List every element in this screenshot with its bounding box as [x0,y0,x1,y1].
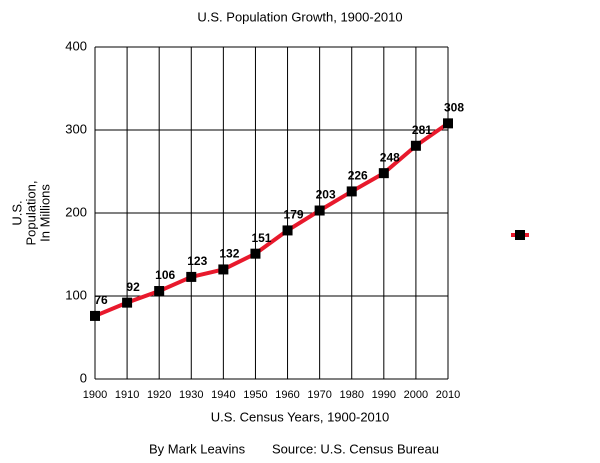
x-axis-label: U.S. Census Years, 1900-2010 [211,409,390,424]
value-label: 281 [412,123,432,137]
legend-symbol [511,230,529,240]
source: Source: U.S. Census Bureau [272,441,439,456]
x-tick-label: 2010 [436,389,460,401]
value-label: 106 [155,268,175,282]
marker [250,248,261,259]
marker [218,264,229,275]
value-label: 203 [316,188,336,202]
y-tick-label: 100 [65,287,87,302]
x-tick-label: 1950 [243,389,267,401]
value-label: 226 [348,169,368,183]
credit: By Mark Leavins [149,441,246,456]
y-tick-label: 0 [80,370,87,385]
y-tick-label: 200 [65,204,87,219]
x-tick-label: 1960 [275,389,299,401]
y-tick-label: 300 [65,121,87,136]
x-tick-label: 2000 [404,389,428,401]
x-tick-label: 1940 [211,389,235,401]
series-line [94,121,450,318]
marker [443,118,453,129]
marker [282,225,293,236]
marker [378,168,389,179]
marker [346,186,357,197]
value-label: 179 [284,208,304,222]
marker [122,297,133,308]
value-label: 76 [94,293,108,307]
chart-title: U.S. Population Growth, 1900-2010 [197,9,402,24]
y-axis-label: Population, [23,180,38,245]
marker [186,271,197,282]
value-label: 248 [380,150,400,164]
x-tick-label: 1930 [179,389,203,401]
x-tick-label: 1970 [307,389,331,401]
value-label: 92 [126,280,140,294]
x-tick-label: 1980 [339,389,363,401]
x-tick-label: 1920 [147,389,171,401]
y-axis-label: In Millions [37,184,52,242]
value-label: 123 [187,254,207,268]
value-label: 308 [444,101,464,115]
y-axis-label: U.S. [9,200,24,225]
marker [410,140,421,151]
marker [314,205,325,216]
x-tick-label: 1910 [115,389,139,401]
y-tick-label: 400 [65,38,87,53]
marker [90,310,100,321]
marker [154,286,165,297]
value-label: 132 [219,247,239,261]
x-tick-label: 1990 [372,389,396,401]
value-label: 151 [251,231,271,245]
x-tick-label: 1900 [83,389,107,401]
